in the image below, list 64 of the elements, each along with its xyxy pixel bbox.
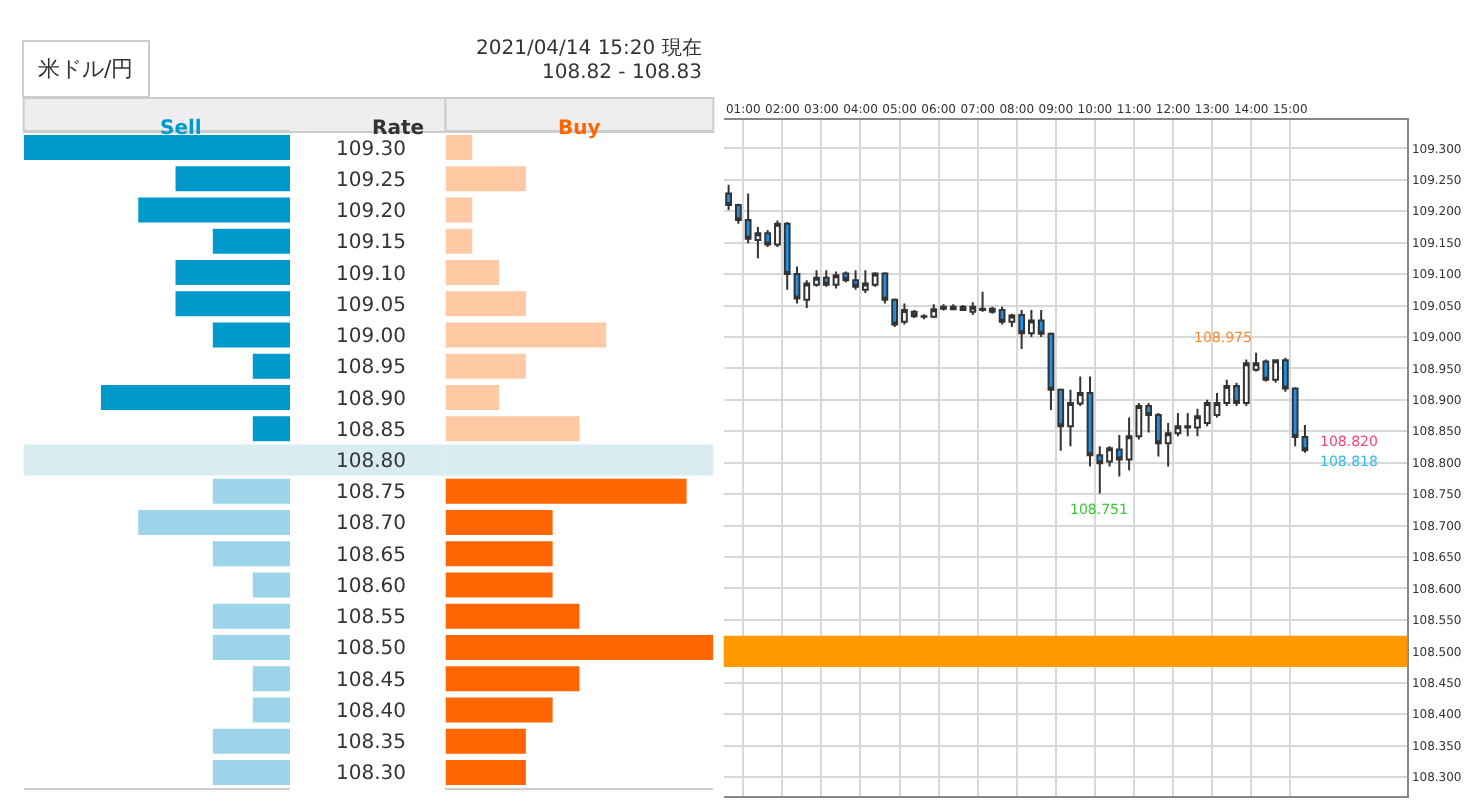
bar [445, 228, 473, 254]
bar [175, 291, 291, 317]
bar [445, 697, 553, 723]
bar [252, 416, 291, 442]
y-tick-label: 108.40 [336, 700, 407, 723]
y-tick-label: 109.30 [336, 138, 407, 161]
bar [445, 291, 526, 317]
bar [445, 572, 553, 598]
bar [445, 634, 714, 660]
text: 2021/04/14 15:20 現在 [476, 36, 702, 60]
y-tick-label: 108.35 [336, 732, 407, 755]
bar [212, 228, 291, 254]
y-tick-label: 108.80 [336, 451, 407, 473]
bar [445, 353, 526, 379]
y-tick-label: 108.85 [336, 419, 407, 442]
y-tick-label: 108.45 [336, 669, 407, 692]
bar [212, 603, 291, 629]
bar [138, 197, 291, 223]
text: 米ドル/円 [38, 56, 134, 82]
y-tick-label: 109.25 [336, 169, 407, 192]
text: 108.82 - 108.83 [542, 62, 702, 84]
bar [445, 603, 580, 629]
bar [445, 509, 553, 535]
bar [100, 385, 291, 411]
bar [212, 478, 291, 504]
y-tick-label: 108.55 [336, 607, 407, 630]
bar [445, 197, 473, 223]
y-axis-title: Rate [372, 118, 425, 140]
bar [252, 666, 291, 692]
bar [212, 759, 291, 785]
bar [138, 509, 291, 535]
bar [445, 166, 526, 192]
bar [175, 166, 291, 192]
bar [445, 541, 553, 567]
y-tick-label: 108.75 [336, 482, 407, 505]
bar [212, 728, 291, 754]
bar [445, 759, 526, 785]
bar [445, 322, 607, 348]
bar [252, 697, 291, 723]
bar [252, 353, 291, 379]
series-label: Sell [160, 118, 202, 140]
y-tick-label: 108.95 [336, 357, 407, 380]
bar [445, 728, 526, 754]
y-tick-label: 108.30 [336, 763, 407, 786]
bar [445, 260, 500, 286]
bar [252, 572, 291, 598]
y-tick-label: 109.00 [336, 326, 407, 349]
bar [445, 135, 473, 161]
bar [212, 541, 291, 567]
bar [175, 260, 291, 286]
y-tick-label: 108.90 [336, 388, 407, 411]
y-tick-label: 109.05 [336, 294, 407, 317]
bar [212, 634, 291, 660]
y-tick-label: 108.50 [336, 638, 407, 661]
y-tick-label: 108.60 [336, 575, 407, 598]
y-tick-label: 108.70 [336, 513, 407, 536]
text: Buy [558, 118, 602, 140]
y-tick-label: 109.15 [336, 232, 407, 255]
bar [212, 322, 291, 348]
y-tick-label: 109.20 [336, 201, 407, 224]
bar [445, 666, 580, 692]
y-tick-label: 108.65 [336, 544, 407, 567]
bar [445, 385, 500, 411]
y-tick-label: 109.10 [336, 263, 407, 286]
